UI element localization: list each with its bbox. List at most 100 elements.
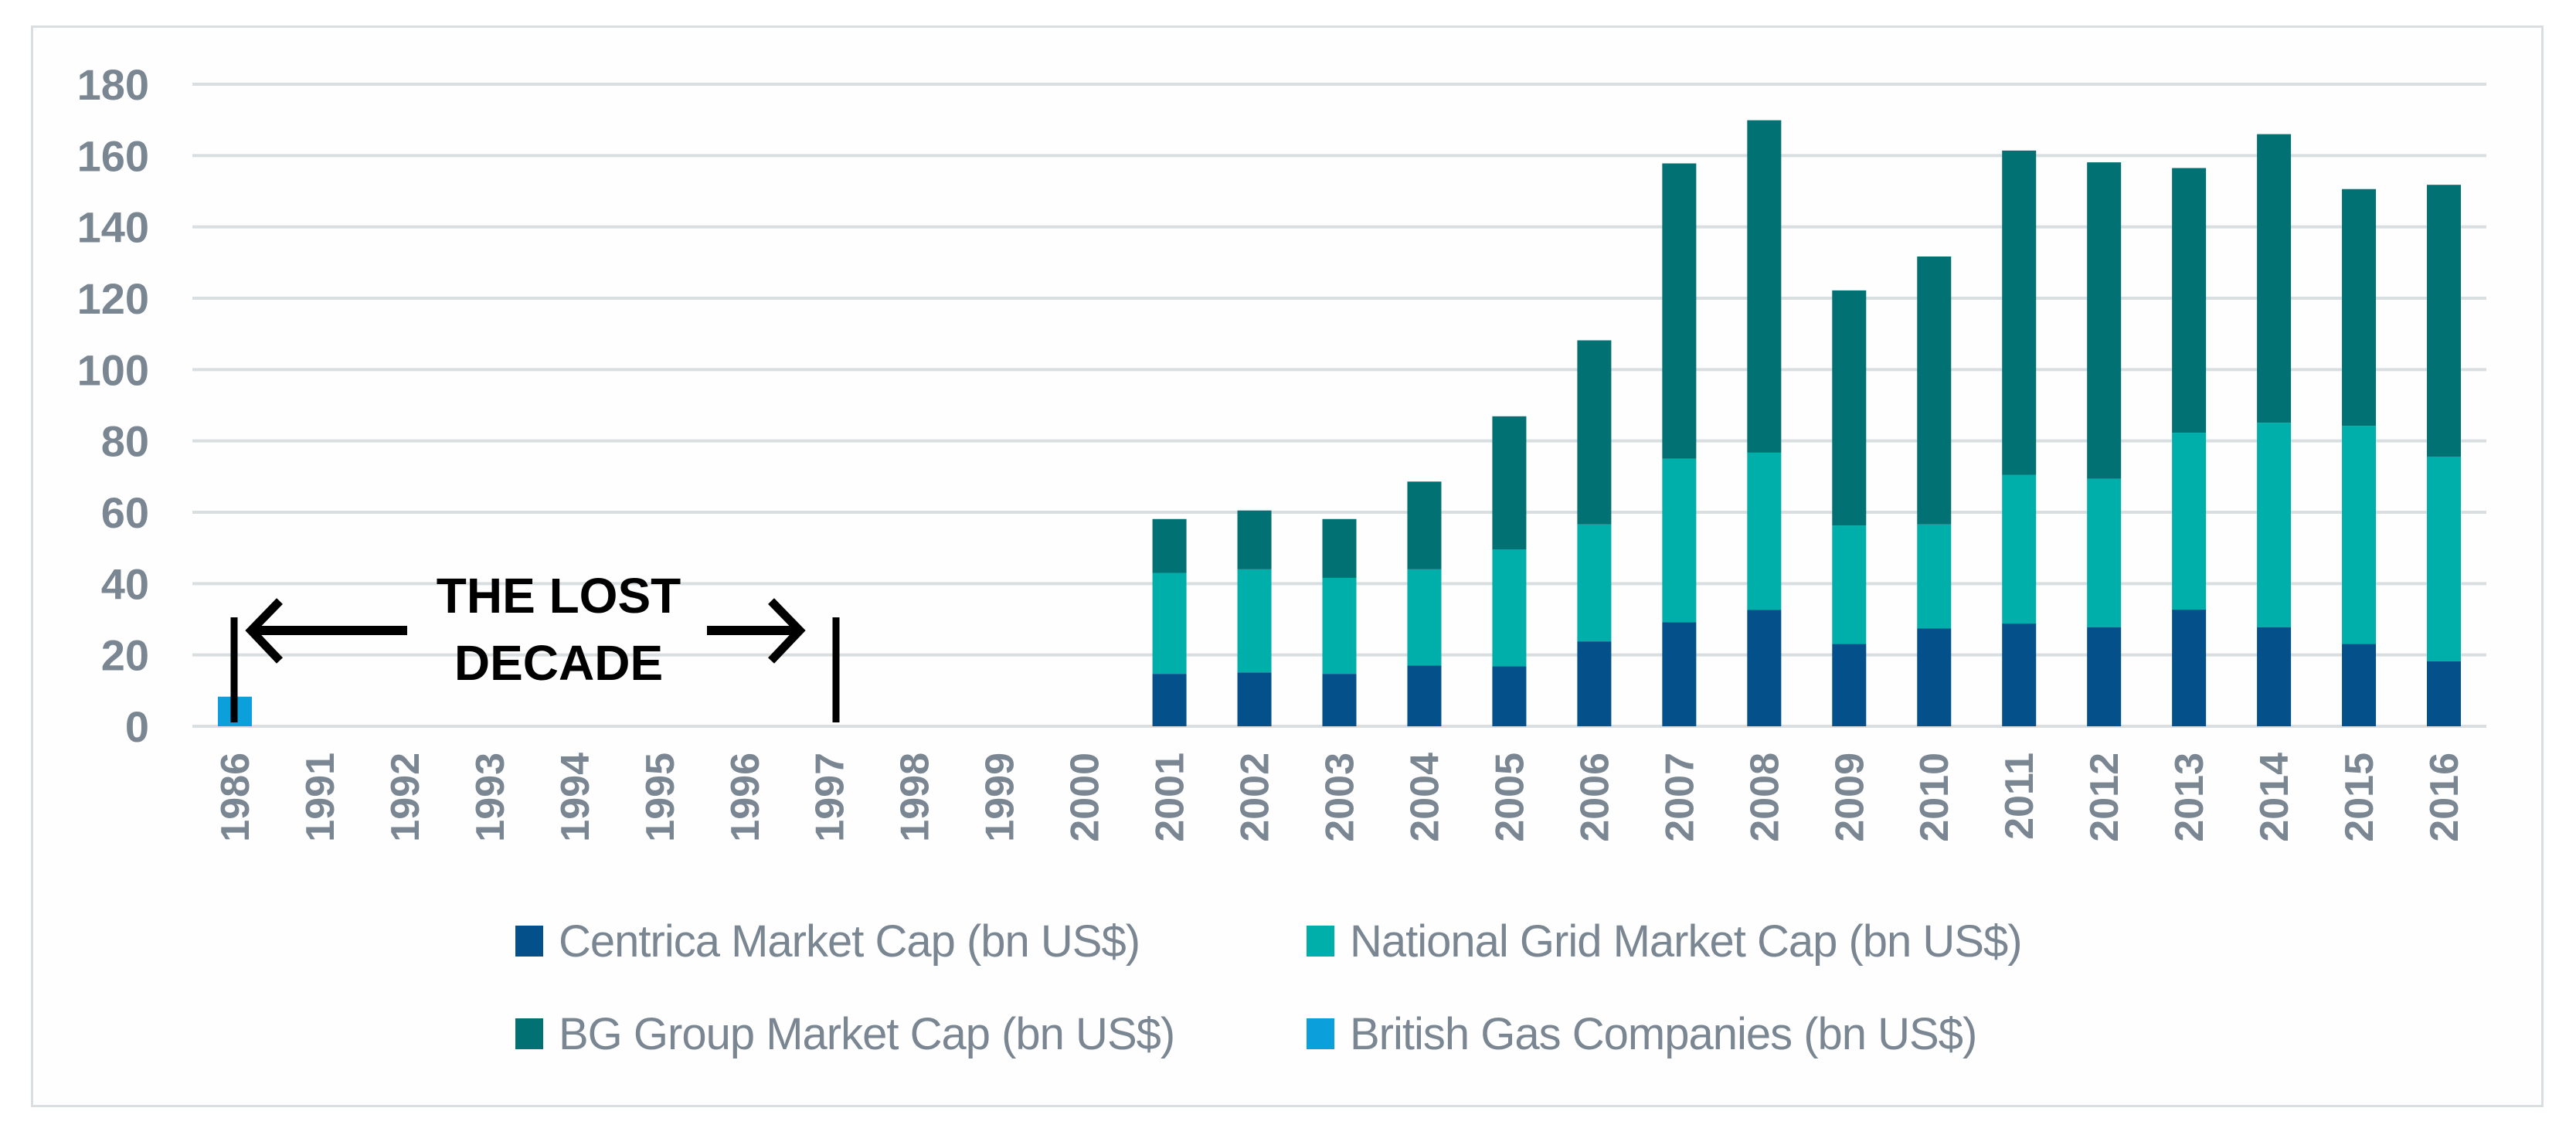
bar-2012-centrica <box>2087 627 2122 726</box>
x-tick-label-1999: 1999 <box>978 753 1023 842</box>
y-tick-label-140: 140 <box>77 203 149 252</box>
y-tick-label-160: 160 <box>77 131 149 180</box>
bar-2013-centrica <box>2172 610 2207 726</box>
bar-2010-bg <box>1917 256 1952 525</box>
bar-2011-centrica <box>2002 624 2037 726</box>
bar-2002-centrica <box>1237 672 1272 726</box>
x-tick-label-1994: 1994 <box>553 753 598 842</box>
bar-2010-national <box>1917 524 1952 629</box>
bar-2011-national <box>2002 474 2037 624</box>
bar-2008-national <box>1747 452 1782 610</box>
x-tick-label-2005: 2005 <box>1487 753 1532 842</box>
x-tick-label-1991: 1991 <box>298 753 343 842</box>
bar-2016-centrica <box>2427 661 2462 726</box>
annotation-right-arrow-head <box>768 598 806 664</box>
x-tick-label-2010: 2010 <box>1912 753 1957 842</box>
bar-2006-national <box>1577 524 1612 642</box>
bar-2001-bg <box>1152 518 1187 573</box>
x-tick-label-2006: 2006 <box>1572 753 1617 842</box>
annotation-line-2: DECADE <box>454 635 663 691</box>
bar-2001-centrica <box>1152 674 1187 726</box>
x-tick-label-1996: 1996 <box>723 753 768 842</box>
bar-2005-bg <box>1492 416 1527 550</box>
x-tick-label-2015: 2015 <box>2337 753 2382 842</box>
bar-2007-national <box>1662 458 1697 623</box>
legend-label-national-grid: National Grid Market Cap (bn US$) <box>1350 916 2023 967</box>
bar-2003-national <box>1322 577 1357 675</box>
bar-2001-national <box>1152 573 1187 675</box>
bar-2013-bg <box>2172 168 2207 433</box>
legend-swatch-national-grid <box>1307 926 1334 957</box>
x-tick-label-2000: 2000 <box>1063 753 1108 842</box>
annotation-left-arrow-head <box>245 598 283 664</box>
bar-2002-national <box>1237 569 1272 673</box>
bar-2004-bg <box>1407 481 1442 569</box>
legend-swatch-bg-group <box>515 1018 543 1049</box>
bar-2009-national <box>1832 525 1867 644</box>
bar-2002-bg <box>1237 510 1272 569</box>
legend-label-centrica: Centrica Market Cap (bn US$) <box>559 916 1140 967</box>
bar-2015-national <box>2342 426 2377 644</box>
bar-2006-bg <box>1577 340 1612 525</box>
bar-2010-centrica <box>1917 628 1952 726</box>
bar-2005-national <box>1492 549 1527 667</box>
chart-frame <box>31 25 2544 1107</box>
x-tick-label-2004: 2004 <box>1402 753 1447 842</box>
bar-2012-bg <box>2087 162 2122 479</box>
annotation-line-1: THE LOST <box>437 568 681 624</box>
bar-2004-national <box>1407 569 1442 666</box>
bar-2014-centrica <box>2257 627 2292 726</box>
legend-swatch-british-gas <box>1307 1018 1334 1049</box>
bar-2012-national <box>2087 478 2122 627</box>
bar-2009-centrica <box>1832 644 1867 726</box>
y-tick-label-0: 0 <box>125 702 149 751</box>
x-tick-label-2002: 2002 <box>1233 753 1278 842</box>
bar-2005-centrica <box>1492 666 1527 726</box>
x-tick-label-2012: 2012 <box>2082 753 2127 842</box>
legend-label-bg-group: BG Group Market Cap (bn US$) <box>559 1008 1175 1059</box>
bar-2014-bg <box>2257 134 2292 423</box>
x-tick-label-2013: 2013 <box>2167 753 2212 842</box>
bar-2015-centrica <box>2342 644 2377 726</box>
bar-2009-bg <box>1832 290 1867 526</box>
x-tick-label-2003: 2003 <box>1318 753 1363 842</box>
x-tick-label-1997: 1997 <box>808 753 853 842</box>
bar-2006-centrica <box>1577 641 1612 726</box>
bar-2008-centrica <box>1747 610 1782 726</box>
x-tick-label-2001: 2001 <box>1148 753 1193 842</box>
x-tick-label-1995: 1995 <box>638 753 683 842</box>
x-tick-label-2011: 2011 <box>1997 753 2042 840</box>
x-tick-label-2016: 2016 <box>2422 753 2467 842</box>
legend-item-bg-group[interactable]: BG Group Market Cap (bn US$) <box>515 1007 1175 1061</box>
bar-2008-bg <box>1747 120 1782 453</box>
bars <box>217 120 2462 726</box>
x-tick-label-1998: 1998 <box>893 753 938 842</box>
bar-2016-national <box>2427 456 2462 661</box>
bar-2007-centrica <box>1662 622 1697 726</box>
bar-2013-national <box>2172 433 2207 610</box>
x-tick-label-2007: 2007 <box>1657 753 1702 842</box>
y-tick-label-80: 80 <box>101 417 149 466</box>
x-tick-label-1992: 1992 <box>383 753 428 842</box>
x-tick-label-1993: 1993 <box>468 753 513 842</box>
x-tick-label-1986: 1986 <box>213 753 258 842</box>
y-tick-label-20: 20 <box>101 631 149 680</box>
bar-2014-national <box>2257 423 2292 627</box>
bar-2015-bg <box>2342 189 2377 426</box>
y-tick-label-100: 100 <box>77 345 149 394</box>
legend-item-centrica[interactable]: Centrica Market Cap (bn US$) <box>515 914 1140 968</box>
bar-2003-centrica <box>1322 674 1357 726</box>
legend-item-national-grid[interactable]: National Grid Market Cap (bn US$) <box>1307 914 2023 968</box>
x-tick-label-2014: 2014 <box>2252 753 2297 842</box>
x-axis-ticks: 1986 1991 1992 1993 1994 1995 1996 1997 1998 1999… <box>213 753 2467 842</box>
bar-2003-bg <box>1322 518 1357 578</box>
y-tick-label-60: 60 <box>101 488 149 537</box>
bar-2016-bg <box>2427 185 2462 457</box>
bar-2011-bg <box>2002 150 2037 475</box>
bar-2007-bg <box>1662 163 1697 459</box>
legend-swatch-centrica <box>515 926 543 957</box>
legend-item-british-gas[interactable]: British Gas Companies (bn US$) <box>1307 1007 1977 1061</box>
bar-2004-centrica <box>1407 665 1442 726</box>
y-tick-label-180: 180 <box>77 60 149 109</box>
